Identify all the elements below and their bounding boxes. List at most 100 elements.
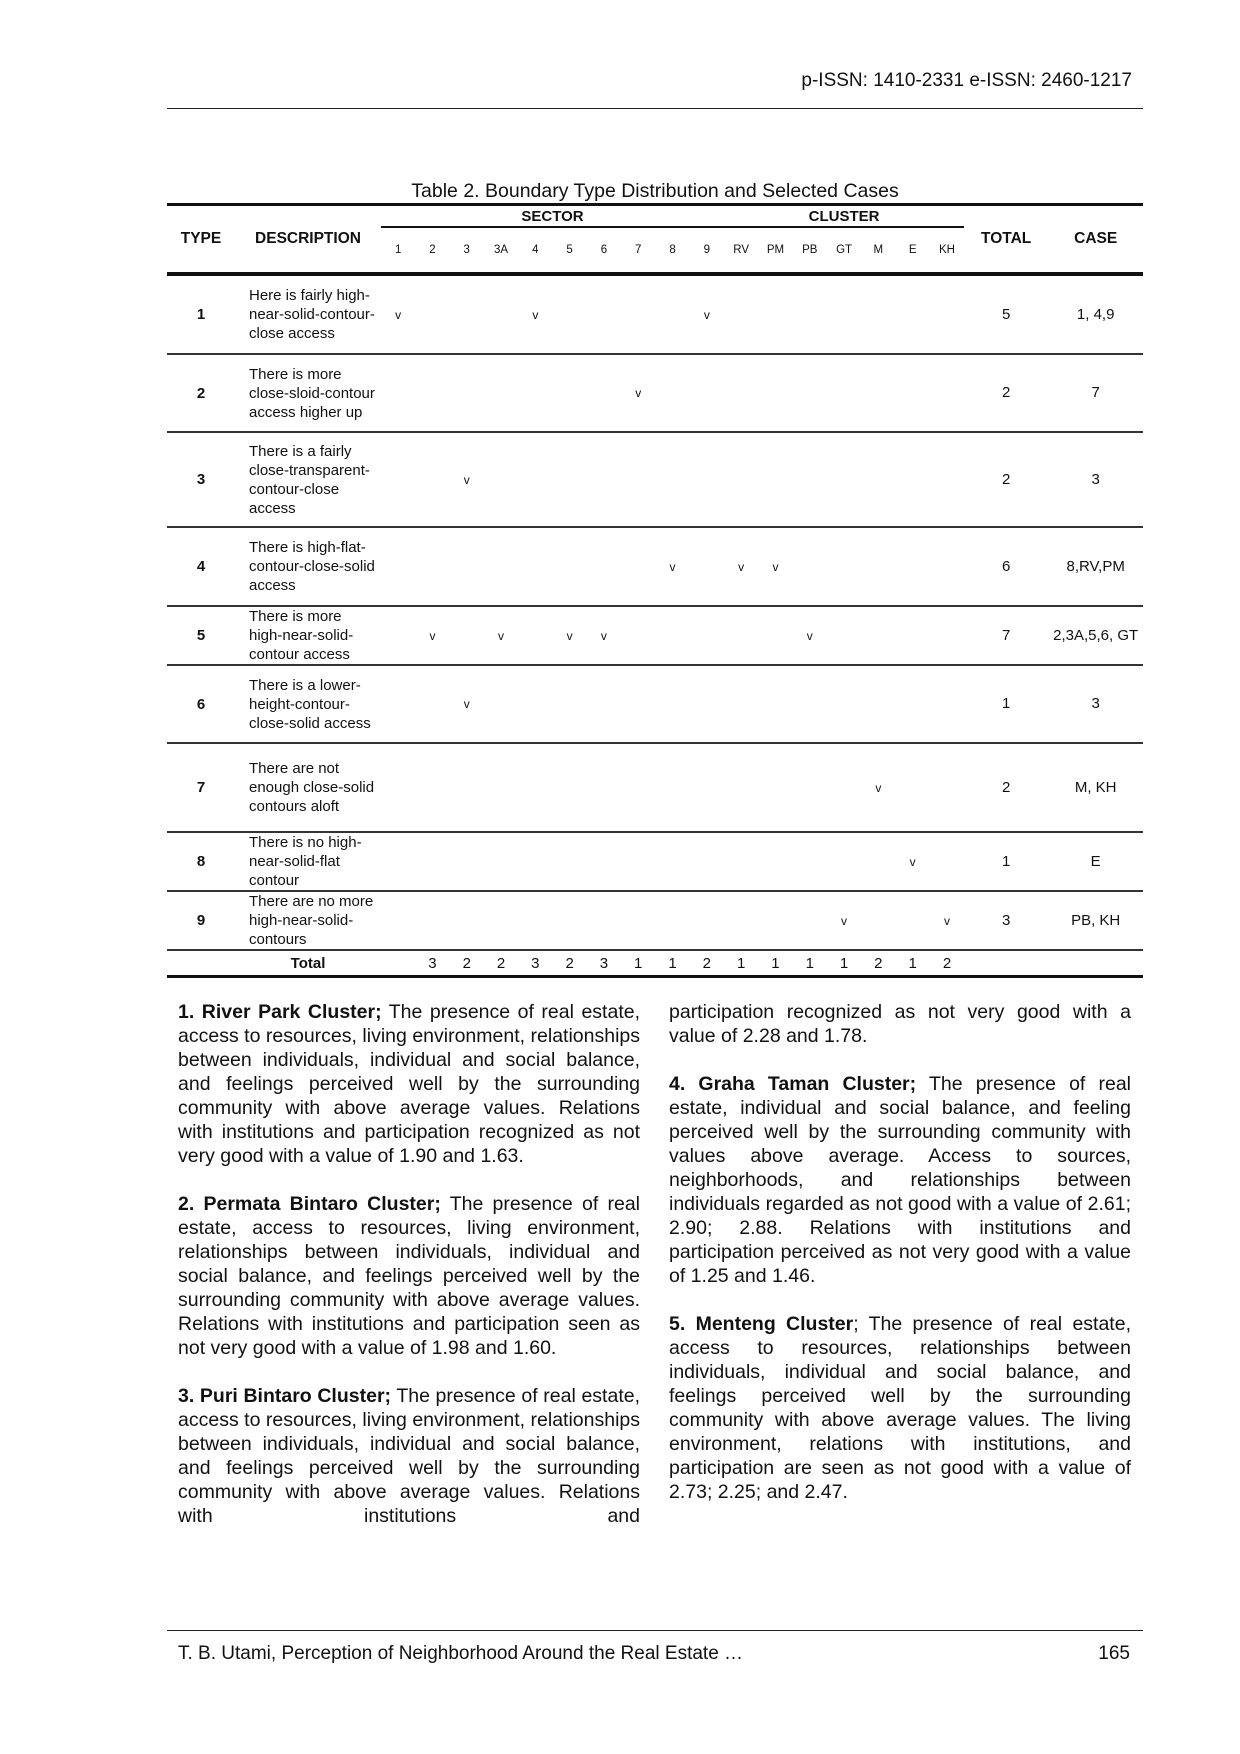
column-label: 4 — [532, 244, 539, 256]
description-cell: There is high-flat-contour-close-solid a… — [249, 539, 375, 594]
check-cell — [587, 527, 621, 606]
text-column-right: participation recognized as not very goo… — [669, 1000, 1131, 1528]
check-cell — [518, 743, 552, 832]
check-cell — [724, 743, 758, 832]
check-cell — [655, 274, 689, 354]
check-cell — [827, 665, 861, 743]
case-cell: 3 — [1091, 695, 1100, 712]
check-cell: v — [498, 628, 505, 643]
check-cell — [690, 527, 724, 606]
check-cell — [415, 354, 449, 432]
column-total: 2 — [702, 954, 712, 972]
type-cell: 7 — [196, 779, 206, 796]
total-cell: 7 — [1002, 626, 1011, 644]
table-row: 6 There is a lower-height-contour-close-s… — [167, 665, 1144, 743]
description-cell: There is more close-sloid-contour access… — [249, 365, 375, 421]
check-cell — [793, 832, 827, 891]
check-cell — [415, 891, 449, 950]
column-total: 1 — [736, 954, 746, 972]
check-cell — [861, 891, 895, 950]
check-cell — [896, 606, 930, 665]
check-cell — [518, 354, 552, 432]
check-cell — [793, 354, 827, 432]
column-label: 3 — [463, 244, 470, 256]
type-cell: 6 — [196, 695, 206, 713]
check-cell — [724, 606, 758, 665]
check-cell — [655, 743, 689, 832]
table-row: 4 There is high-flat-contour-close-solid … — [167, 527, 1144, 606]
column-label: RV — [733, 244, 750, 256]
empty-cell — [964, 950, 1048, 977]
check-cell — [793, 432, 827, 527]
check-cell — [655, 354, 689, 432]
type-cell: 9 — [196, 912, 206, 929]
total-cell: 2 — [1002, 470, 1011, 488]
check-cell — [450, 891, 484, 950]
total-row: Total 3 2 2 3 2 3 1 1 2 1 1 1 1 2 1 2 — [167, 950, 1144, 977]
check-cell — [896, 432, 930, 527]
table-row: 8 There is no high-near-solid-flat contou… — [167, 832, 1144, 891]
check-cell — [655, 432, 689, 527]
check-cell — [552, 527, 586, 606]
issn-header: p-ISSN: 1410-2331 e-ISSN: 2460-1217 — [801, 70, 1132, 91]
check-cell — [587, 665, 621, 743]
check-cell: v — [806, 628, 813, 643]
check-cell — [758, 743, 792, 832]
check-cell — [587, 274, 621, 354]
check-cell: v — [463, 472, 470, 487]
check-cell — [415, 432, 449, 527]
check-cell — [930, 665, 964, 743]
column-label: GT — [836, 244, 853, 256]
column-label: 7 — [635, 244, 642, 256]
case-cell: 7 — [1091, 384, 1100, 401]
table-row: 7 There are not enough close-solid contou… — [167, 743, 1144, 832]
type-cell: 2 — [196, 384, 206, 402]
check-cell — [793, 891, 827, 950]
column-label: PM — [766, 244, 785, 256]
check-cell — [896, 527, 930, 606]
check-cell — [827, 606, 861, 665]
table-row: 2 There is more close-sloid-contour acces… — [167, 354, 1144, 432]
column-total: 1 — [771, 954, 780, 972]
check-cell — [690, 743, 724, 832]
check-cell — [930, 743, 964, 832]
column-label: 9 — [703, 244, 711, 256]
column-label: PB — [802, 244, 818, 256]
header-description: DESCRIPTION — [235, 203, 381, 274]
paragraph-heading: 2. Permata Bintaro Cluster; — [178, 1193, 441, 1215]
column-total — [381, 950, 415, 977]
check-cell — [758, 432, 792, 527]
check-cell — [450, 274, 484, 354]
check-cell — [415, 832, 449, 891]
check-cell — [690, 432, 724, 527]
check-cell — [827, 527, 861, 606]
check-cell — [587, 743, 621, 832]
column-label: M — [873, 244, 884, 256]
column-total: 1 — [668, 954, 677, 972]
check-cell — [724, 354, 758, 432]
check-cell — [621, 891, 655, 950]
table-caption: Table 2. Boundary Type Distribution and … — [411, 180, 899, 202]
table-row: 1 Here is fairly high-near-solid-contour-… — [167, 274, 1144, 354]
paragraph: 4. Graha Taman Cluster; The presence of … — [669, 1072, 1131, 1288]
paragraph: 1. River Park Cluster; The presence of r… — [178, 1000, 640, 1168]
check-cell — [827, 354, 861, 432]
check-cell — [690, 665, 724, 743]
check-cell: v — [566, 628, 573, 643]
paragraph-heading: 5. Menteng Cluster — [669, 1313, 854, 1335]
column-total: 2 — [942, 954, 952, 972]
check-cell — [793, 665, 827, 743]
check-cell — [930, 354, 964, 432]
check-cell: v — [532, 307, 539, 322]
check-cell: v — [875, 780, 882, 795]
check-cell — [690, 354, 724, 432]
page-number: 165 — [1098, 1643, 1130, 1664]
check-cell: v — [669, 559, 676, 574]
check-cell — [724, 832, 758, 891]
header-cluster: CLUSTER — [724, 203, 965, 228]
total-cell: 6 — [1002, 557, 1011, 575]
description-cell: There are no more high-near-solid-contou… — [249, 893, 374, 948]
paragraph-text: The presence of real estate, individual … — [669, 1073, 1131, 1287]
paragraph-heading: 1. River Park Cluster; — [178, 1001, 382, 1023]
check-cell — [655, 832, 689, 891]
